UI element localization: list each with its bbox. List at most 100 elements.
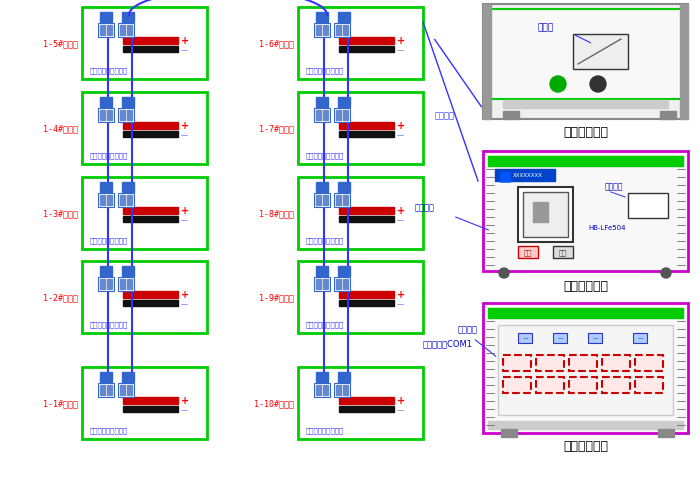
Text: 接至汇流柜电池插口: 接至汇流柜电池插口 xyxy=(90,321,128,327)
Bar xyxy=(100,372,112,382)
Bar xyxy=(602,355,630,371)
Bar xyxy=(118,194,134,208)
Bar xyxy=(107,385,112,395)
Bar xyxy=(123,38,178,45)
Bar xyxy=(338,267,350,276)
Bar xyxy=(316,196,321,206)
Bar xyxy=(334,24,350,38)
Bar xyxy=(334,194,350,208)
Bar xyxy=(316,267,328,276)
Bar xyxy=(100,182,112,193)
Bar xyxy=(98,24,114,38)
Bar xyxy=(127,279,132,289)
Bar xyxy=(123,291,178,298)
Bar xyxy=(314,383,330,397)
Circle shape xyxy=(590,77,606,93)
Text: —: — xyxy=(397,406,404,412)
Text: 1-6#电池箱: 1-6#电池箱 xyxy=(259,39,294,48)
Text: —: — xyxy=(181,406,188,412)
Text: —: — xyxy=(397,216,404,223)
Bar xyxy=(635,377,663,393)
Text: 汇流箱（后）: 汇流箱（后） xyxy=(563,439,608,452)
Bar xyxy=(123,216,178,223)
Bar xyxy=(680,5,688,120)
Bar xyxy=(488,308,683,318)
Bar xyxy=(343,196,348,206)
Text: 接至汇流柜电池插口: 接至汇流柜电池插口 xyxy=(306,426,344,433)
Bar xyxy=(98,277,114,291)
Text: 显示屏: 显示屏 xyxy=(538,23,554,32)
Text: HB-LFe504: HB-LFe504 xyxy=(588,225,626,230)
FancyBboxPatch shape xyxy=(82,261,207,333)
Bar xyxy=(120,196,125,206)
Text: 1-8#电池箱: 1-8#电池箱 xyxy=(259,209,294,218)
FancyBboxPatch shape xyxy=(523,193,568,238)
Text: 负极: 负极 xyxy=(559,249,567,256)
Bar xyxy=(122,372,134,382)
Bar xyxy=(334,109,350,123)
FancyBboxPatch shape xyxy=(518,188,573,242)
Text: +: + xyxy=(181,289,189,300)
Bar xyxy=(336,385,341,395)
Text: 汇流箱（前）: 汇流箱（前） xyxy=(563,279,608,292)
Text: 充电插口: 充电插口 xyxy=(605,182,623,191)
Bar xyxy=(503,101,668,109)
Bar xyxy=(127,385,132,395)
FancyBboxPatch shape xyxy=(82,367,207,439)
Text: 接至汇流柜电池插口: 接至汇流柜电池插口 xyxy=(306,237,344,243)
Bar xyxy=(316,111,321,121)
Text: 1-1#电池箱: 1-1#电池箱 xyxy=(43,399,78,408)
Bar xyxy=(633,333,647,343)
Text: +: + xyxy=(397,121,405,131)
Bar xyxy=(569,355,597,371)
Bar xyxy=(503,355,531,371)
Bar xyxy=(107,26,112,36)
Bar xyxy=(118,383,134,397)
FancyBboxPatch shape xyxy=(483,5,688,120)
Text: 电池插口: 电池插口 xyxy=(458,324,478,333)
Bar xyxy=(107,196,112,206)
Bar xyxy=(100,98,112,108)
Text: 接至汇流柜电池插口: 接至汇流柜电池插口 xyxy=(90,67,128,74)
Bar xyxy=(316,26,321,36)
FancyBboxPatch shape xyxy=(82,8,207,80)
Bar xyxy=(316,372,328,382)
Bar xyxy=(100,196,105,206)
Text: —: — xyxy=(592,336,598,341)
Text: 接至汇流柜COM1: 接至汇流柜COM1 xyxy=(423,338,473,348)
Text: ■: ■ xyxy=(499,168,512,182)
Text: +: + xyxy=(397,289,405,300)
Bar xyxy=(495,170,555,182)
Bar xyxy=(334,277,350,291)
Bar xyxy=(569,377,597,393)
Bar xyxy=(120,385,125,395)
Text: —: — xyxy=(397,301,404,306)
Bar xyxy=(323,279,328,289)
Text: 接至汇流柜电池插口: 接至汇流柜电池插口 xyxy=(306,152,344,159)
Bar xyxy=(314,194,330,208)
Bar xyxy=(338,98,350,108)
Bar xyxy=(316,13,328,23)
Bar xyxy=(123,132,178,138)
Bar xyxy=(501,429,517,437)
Bar xyxy=(100,385,105,395)
Bar xyxy=(122,267,134,276)
Bar xyxy=(488,421,683,429)
Bar xyxy=(316,182,328,193)
Bar xyxy=(536,377,564,393)
Text: 1-9#电池箱: 1-9#电池箱 xyxy=(259,293,294,302)
Bar xyxy=(98,383,114,397)
FancyBboxPatch shape xyxy=(298,93,423,165)
Bar xyxy=(118,24,134,38)
Bar xyxy=(127,111,132,121)
Text: —: — xyxy=(181,132,188,138)
Text: +: + xyxy=(397,395,405,405)
Text: —: — xyxy=(397,47,404,53)
Text: —: — xyxy=(181,301,188,306)
Bar xyxy=(323,196,328,206)
Bar xyxy=(343,111,348,121)
Text: 1-2#电池箱: 1-2#电池箱 xyxy=(43,293,78,302)
Bar xyxy=(123,397,178,404)
Bar xyxy=(314,109,330,123)
Bar xyxy=(660,112,676,120)
